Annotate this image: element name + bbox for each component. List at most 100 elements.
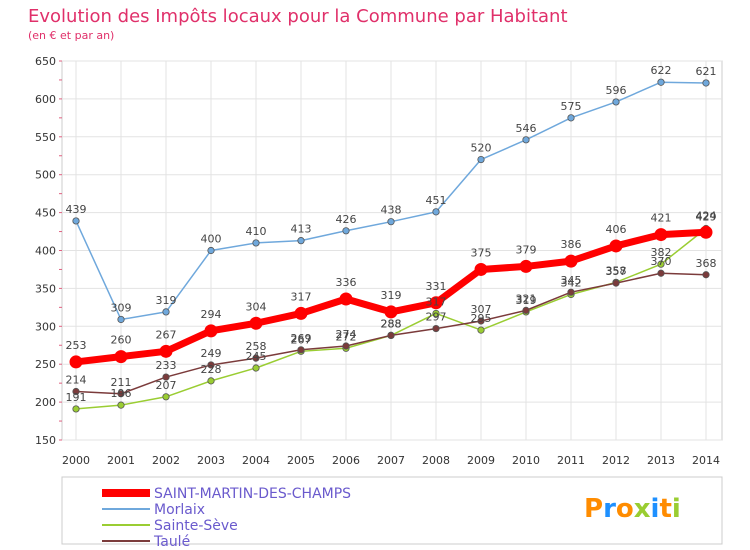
data-point (657, 78, 665, 86)
data-point (699, 225, 713, 239)
data-label: 245 (246, 350, 267, 363)
data-label: 317 (291, 290, 312, 303)
series-group (69, 78, 713, 413)
data-label: 546 (516, 122, 537, 135)
data-point (114, 350, 128, 364)
data-point (297, 237, 305, 245)
data-point (474, 262, 488, 276)
legend: SAINT-MARTIN-DES-CHAMPSMorlaixSainte-Sèv… (102, 486, 351, 550)
x-tick-label: 2001 (107, 454, 135, 467)
y-tick-label: 350 (35, 282, 56, 295)
data-point (564, 254, 578, 268)
data-label: 421 (651, 212, 672, 225)
logo-letter: o (616, 494, 634, 524)
data-label: 319 (381, 289, 402, 302)
data-point (207, 246, 215, 255)
data-label: 336 (336, 276, 357, 289)
data-point (654, 228, 668, 242)
data-point (657, 269, 665, 277)
data-point (387, 331, 395, 339)
data-label: 228 (201, 363, 222, 376)
data-point (207, 361, 215, 369)
data-label: 321 (516, 292, 537, 305)
data-point (159, 344, 173, 358)
data-point (477, 155, 485, 164)
data-label: 233 (156, 359, 177, 372)
logo-letter: r (603, 494, 616, 524)
data-point (477, 317, 485, 325)
data-point (387, 218, 395, 226)
data-point (522, 136, 530, 144)
data-label: 211 (111, 376, 132, 389)
data-point (702, 271, 710, 279)
data-point (384, 305, 398, 319)
data-label: 400 (201, 233, 222, 246)
data-label: 297 (426, 311, 447, 324)
x-tick-label: 2014 (692, 454, 720, 467)
chart-title: Evolution des Impôts locaux pour la Comm… (28, 6, 568, 27)
x-tick-label: 2002 (152, 454, 180, 467)
data-point (702, 79, 710, 87)
data-label: 214 (66, 373, 87, 386)
data-point (117, 390, 125, 398)
data-label: 319 (516, 294, 537, 307)
data-label: 317 (426, 295, 447, 308)
data-label: 267 (156, 328, 177, 341)
data-label: 596 (606, 84, 627, 97)
data-point (429, 296, 443, 310)
y-tick-label: 650 (35, 55, 56, 68)
data-point (72, 405, 80, 413)
data-label: 621 (696, 65, 717, 78)
data-point (249, 316, 263, 330)
y-tick-label: 400 (35, 245, 56, 258)
logo-letter: t (659, 494, 671, 524)
data-label: 342 (561, 276, 582, 289)
y-tick-label: 550 (35, 131, 56, 144)
data-point (297, 346, 305, 354)
data-label: 307 (471, 303, 492, 316)
x-tick-label: 2005 (287, 454, 315, 467)
data-label: 288 (381, 317, 402, 330)
y-tick-label: 450 (35, 207, 56, 220)
x-tick-label: 2006 (332, 454, 360, 467)
data-label: 249 (201, 347, 222, 360)
data-label: 207 (156, 379, 177, 392)
y-axis: 150 200 250 300 350 400 450 500 550 600 650 (35, 55, 62, 447)
data-point (432, 208, 440, 216)
data-label: 386 (561, 238, 582, 251)
data-point (432, 309, 440, 318)
data-label: 309 (111, 301, 132, 314)
legend-box (61, 476, 723, 545)
x-tick-label: 2008 (422, 454, 450, 467)
data-point (432, 324, 440, 333)
proxiti-logo: Proxiti (584, 494, 681, 524)
data-point (339, 292, 353, 306)
x-tick-label: 2003 (197, 454, 225, 467)
data-point (204, 324, 218, 338)
data-label: 319 (156, 294, 177, 307)
data-label: 370 (651, 255, 672, 268)
legend-label: SAINT-MARTIN-DES-CHAMPS (154, 486, 351, 502)
data-label: 406 (606, 223, 627, 236)
data-point (252, 364, 260, 372)
data-label: 272 (336, 330, 357, 343)
data-label: 375 (471, 246, 492, 259)
data-label: 438 (381, 204, 402, 217)
data-label: 258 (246, 340, 267, 353)
data-label: 191 (66, 391, 87, 404)
data-point (519, 259, 533, 273)
data-point (162, 393, 170, 401)
data-label: 439 (66, 203, 87, 216)
data-point (477, 326, 485, 334)
data-point (162, 308, 170, 316)
data-labels: 253 260 267 294 304 317 336 319 331 375 379 386 406 4… (66, 64, 717, 404)
y-tick-label: 150 (35, 434, 56, 447)
data-label: 451 (426, 194, 447, 207)
data-point (342, 227, 350, 235)
data-label: 358 (606, 264, 627, 277)
data-point (72, 217, 80, 225)
data-label: 368 (696, 257, 717, 270)
legend-label: Morlaix (154, 502, 205, 518)
y-tick-label: 200 (35, 396, 56, 409)
